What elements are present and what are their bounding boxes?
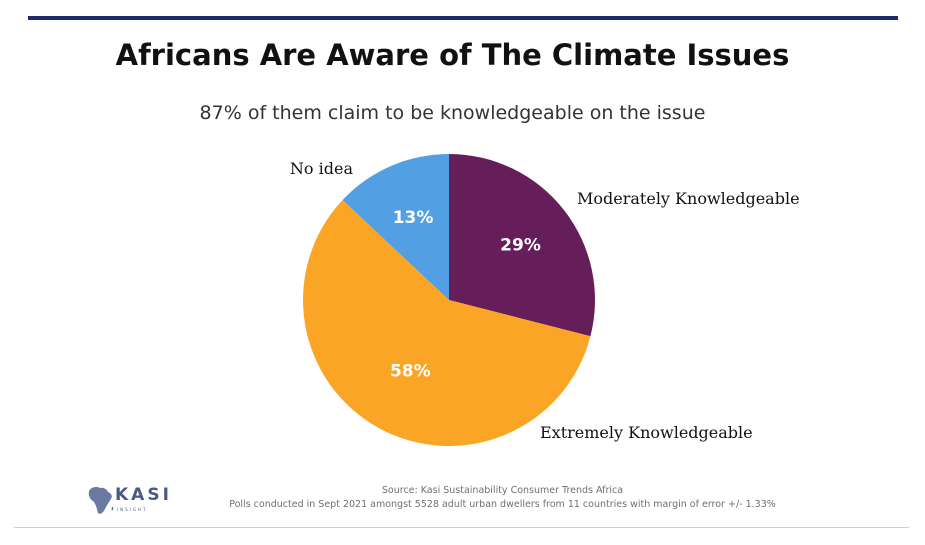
page-subtitle: 87% of them claim to be knowledgeable on… <box>199 102 706 124</box>
africa-map-icon <box>88 487 114 514</box>
logo-tagline: INSIGHT <box>117 507 148 512</box>
slice-value-label: 29% <box>500 236 541 256</box>
slice-category-label: Moderately Knowledgeable <box>577 189 800 208</box>
bottom-rule <box>14 527 909 528</box>
pie-slice-extremely-knowledgeable <box>303 200 591 446</box>
slice-category-label: Extremely Knowledgeable <box>540 423 753 442</box>
slice-value-labels: 29% 58% 13% <box>390 208 541 381</box>
pie-slice-no-idea <box>342 154 449 300</box>
top-rule <box>28 16 898 20</box>
slice-value-label: 13% <box>393 208 434 228</box>
slice-category-labels: Moderately Knowledgeable Extremely Knowle… <box>290 159 800 442</box>
source-note: Source: Kasi Sustainability Consumer Tre… <box>381 485 624 496</box>
slice-category-label: No idea <box>290 159 354 178</box>
page-title: Africans Are Aware of The Climate Issues <box>115 38 790 72</box>
pie-slice-moderately-knowledgeable <box>449 154 596 337</box>
methodology-note: Polls conducted in Sept 2021 amongst 552… <box>229 499 776 510</box>
pie-slices <box>303 154 596 446</box>
kasi-logo: KASI INSIGHT <box>85 483 190 519</box>
logo-wordmark: KASI <box>115 485 172 505</box>
slice-value-label: 58% <box>390 361 431 381</box>
